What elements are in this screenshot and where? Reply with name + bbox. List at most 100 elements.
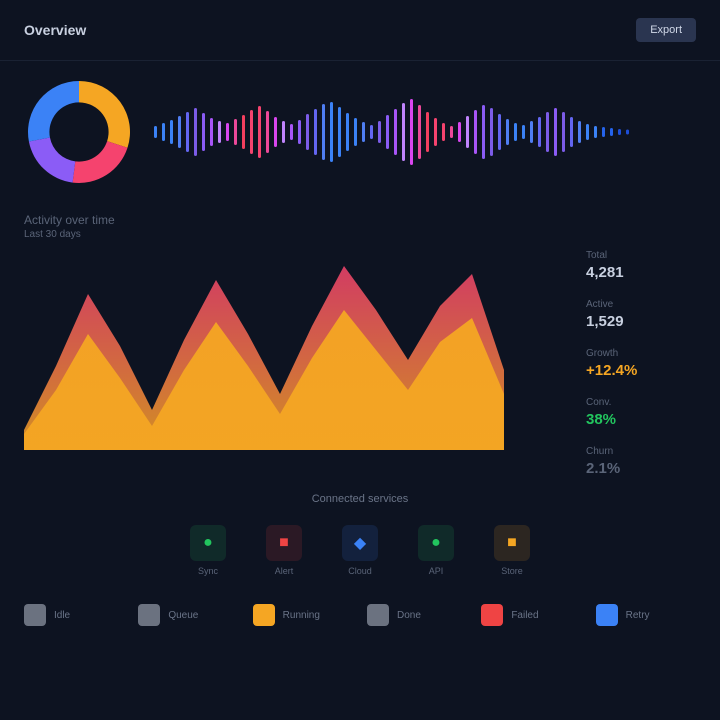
waveform-bar — [290, 124, 293, 140]
donut-segment — [28, 81, 79, 142]
stat-item: Churn 2.1% — [586, 446, 696, 477]
waveform-bar — [610, 128, 613, 136]
waveform-bar — [178, 116, 181, 148]
waveform-bar — [250, 110, 253, 154]
donut-segment — [73, 141, 128, 183]
header: Overview Export — [0, 0, 720, 61]
main-section: Total4,281 Active 1,529 Growth +12.4% Conv.38… — [0, 242, 720, 493]
waveform-bar — [586, 124, 589, 140]
export-button[interactable]: Export — [636, 18, 696, 42]
stat-value: +12.4% — [586, 362, 696, 379]
waveform-bar — [154, 126, 157, 138]
icon-caption: Alert — [275, 566, 294, 576]
footer-swatch — [481, 604, 503, 626]
service-e-icon[interactable]: ■ — [494, 525, 530, 561]
stat-item: Conv.38% — [586, 397, 696, 428]
icon-row: ● Sync ■ Alert ◆Cloud ● API ■Store — [0, 513, 720, 588]
footer-item: Retry — [596, 604, 696, 626]
stat-label: Growth — [586, 348, 696, 359]
waveform-bar — [298, 120, 301, 144]
waveform-bar — [282, 121, 285, 143]
waveform-bar — [306, 114, 309, 150]
footer-item: Done — [367, 604, 467, 626]
waveform-bar — [546, 112, 549, 152]
icon-item-service-b: ■ Alert — [266, 525, 302, 576]
stat-label: Total — [586, 250, 696, 261]
page-title: Overview — [24, 22, 86, 38]
stat-item: Growth +12.4% — [586, 348, 696, 379]
waveform-bar — [466, 116, 469, 148]
waveform-bar — [490, 108, 493, 156]
waveform-bar — [394, 109, 397, 155]
waveform-bar — [362, 122, 365, 142]
waveform-bar — [258, 106, 261, 158]
footer-label: Running — [283, 610, 320, 621]
icon-caption: Sync — [198, 566, 218, 576]
waveform-bar — [514, 123, 517, 141]
donut-segment — [79, 81, 130, 148]
waveform-bar — [570, 117, 573, 147]
section-label-sub: Last 30 days — [0, 229, 720, 242]
waveform-bar — [354, 118, 357, 146]
waveform-bar — [170, 120, 173, 144]
waveform-bar — [162, 123, 165, 141]
waveform-bar — [554, 108, 557, 156]
footer-swatch — [138, 604, 160, 626]
footer-label: Failed — [511, 610, 538, 621]
waveform-bar — [402, 103, 405, 161]
icon-item-service-c: ◆Cloud — [342, 525, 378, 576]
waveform-bar — [202, 113, 205, 151]
donut-segment — [29, 138, 75, 183]
waveform-bar — [538, 117, 541, 147]
waveform-bar — [498, 114, 501, 150]
waveform-bar — [578, 121, 581, 143]
donut-chart — [24, 77, 134, 187]
waveform-bar — [234, 119, 237, 145]
waveform-bar — [194, 108, 197, 156]
waveform-bar — [266, 111, 269, 153]
footer-swatch — [253, 604, 275, 626]
waveform-bar — [186, 112, 189, 152]
footer-label: Retry — [626, 610, 650, 621]
section-label-main: Activity over time — [0, 203, 720, 229]
footer-swatch — [24, 604, 46, 626]
footer-item: Idle — [24, 604, 124, 626]
service-b-icon[interactable]: ■ — [266, 525, 302, 561]
service-d-icon[interactable]: ● — [418, 525, 454, 561]
icon-item-service-a: ● Sync — [190, 525, 226, 576]
waveform-bar — [378, 121, 381, 143]
waveform-bar — [242, 115, 245, 149]
stat-value: 1,529 — [586, 313, 696, 330]
waveform-chart — [154, 92, 696, 172]
footer-swatch — [596, 604, 618, 626]
icon-item-service-e: ■Store — [494, 525, 530, 576]
waveform-bar — [274, 117, 277, 147]
stat-value: 38% — [586, 411, 696, 428]
bottom-label: Connected services — [0, 493, 720, 513]
waveform-bar — [562, 112, 565, 152]
waveform-bar — [370, 125, 373, 139]
waveform-bar — [626, 130, 629, 135]
waveform-bar — [474, 110, 477, 154]
waveform-bar — [594, 126, 597, 138]
icon-caption: API — [429, 566, 444, 576]
footer-label: Queue — [168, 610, 198, 621]
waveform-bar — [522, 125, 525, 139]
service-c-icon[interactable]: ◆ — [342, 525, 378, 561]
waveform-bar — [506, 119, 509, 145]
waveform-bar — [322, 104, 325, 160]
stat-label: Churn — [586, 446, 696, 457]
footer-item: Failed — [481, 604, 581, 626]
footer-label: Done — [397, 610, 421, 621]
stat-value: 2.1% — [586, 460, 696, 477]
stat-label: Active — [586, 299, 696, 310]
waveform-bar — [450, 126, 453, 138]
footer-swatch — [367, 604, 389, 626]
stat-item: Total4,281 — [586, 250, 696, 281]
waveform-bar — [386, 115, 389, 149]
waveform-bar — [226, 123, 229, 141]
waveform-bar — [346, 113, 349, 151]
waveform-bar — [434, 118, 437, 146]
service-a-icon[interactable]: ● — [190, 525, 226, 561]
waveform-bar — [602, 127, 605, 137]
